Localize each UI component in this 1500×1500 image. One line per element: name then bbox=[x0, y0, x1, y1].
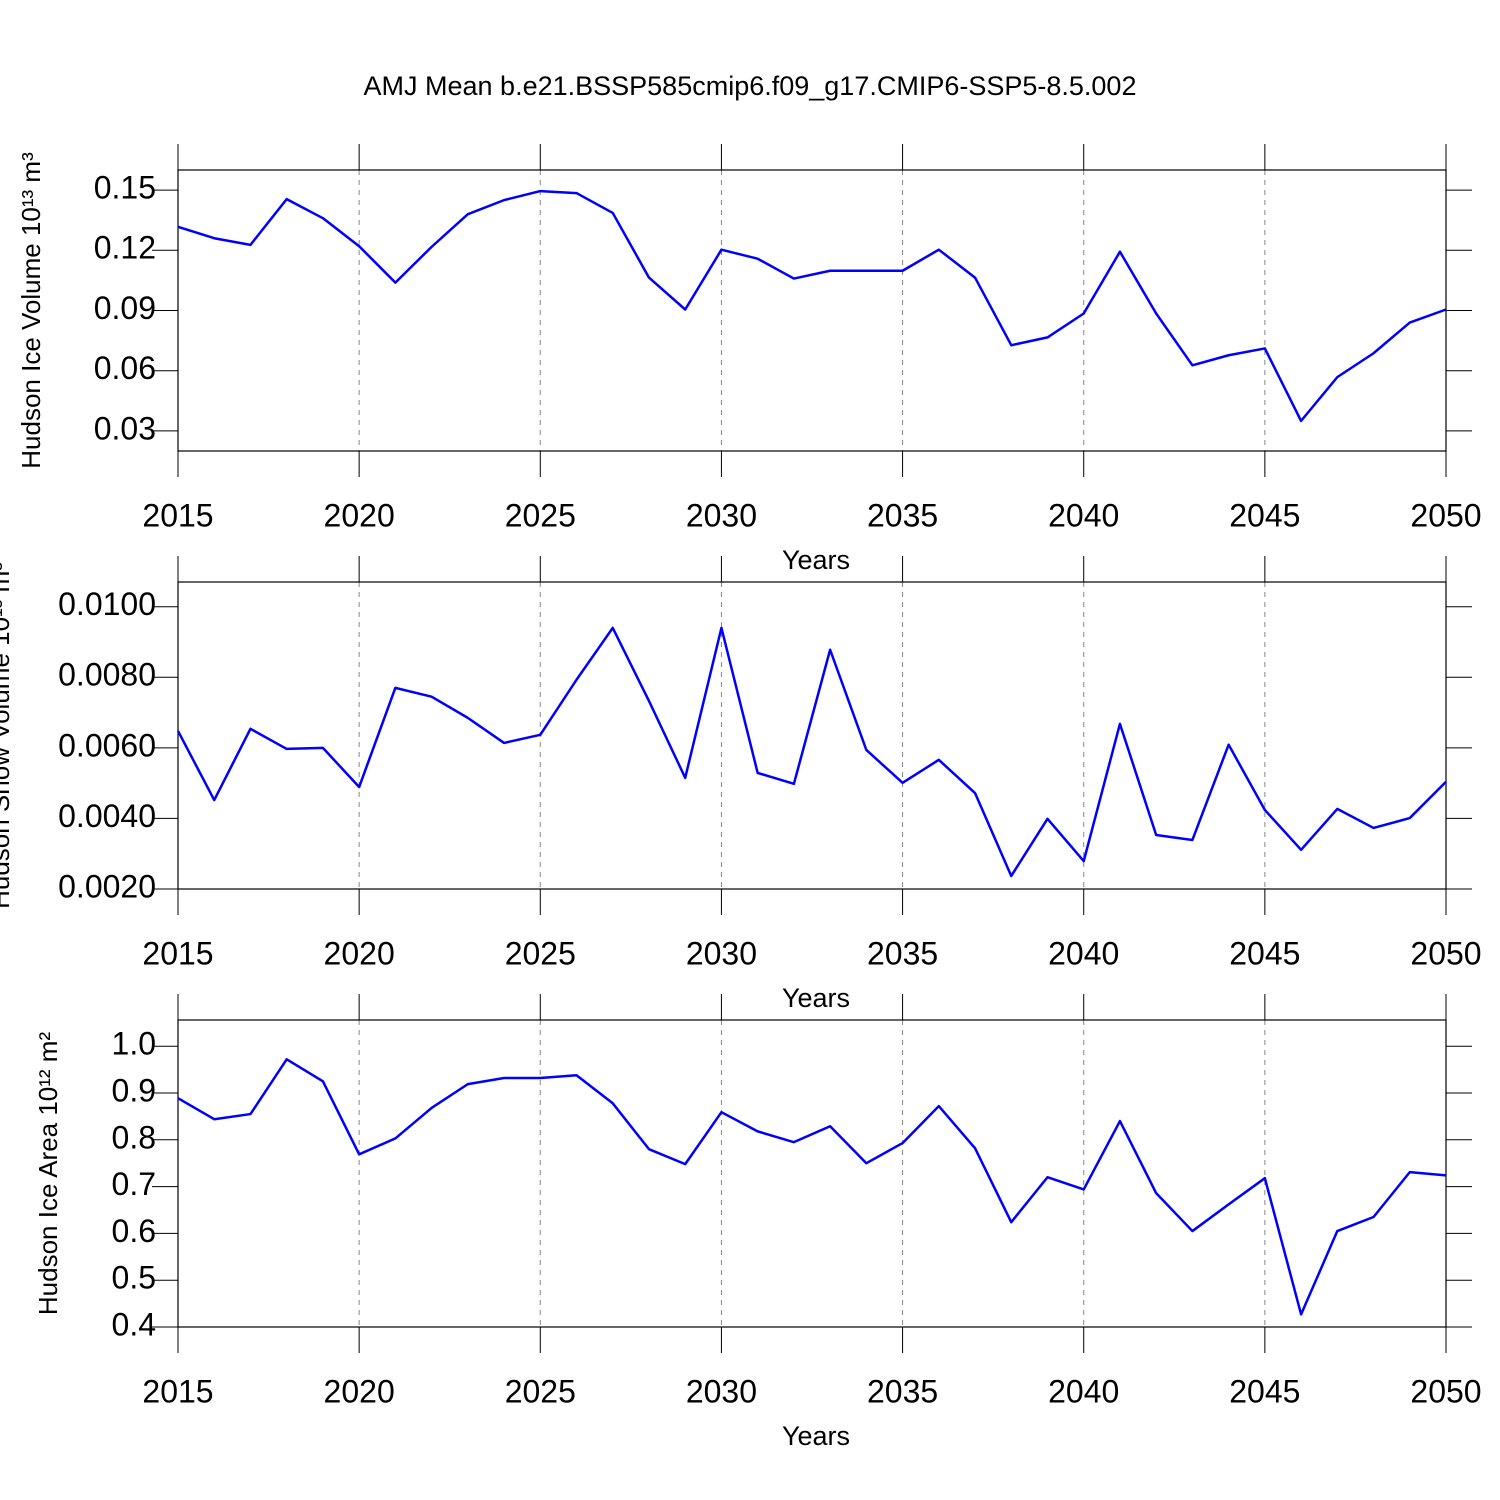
plot-frame bbox=[177, 581, 1447, 890]
y-axis-label: Hudson Ice Area 10¹² m² bbox=[33, 1032, 63, 1316]
y-tick-label: 0.7 bbox=[112, 1166, 156, 1202]
x-tick-label: 2020 bbox=[324, 1373, 395, 1409]
y-tick-label: 0.5 bbox=[112, 1260, 156, 1296]
data-line bbox=[177, 189, 1447, 423]
y-tick-label: 0.8 bbox=[112, 1119, 156, 1155]
y-tick-label: 0.0020 bbox=[58, 868, 156, 904]
x-tick-label: 2020 bbox=[324, 935, 395, 971]
x-tick-label: 2050 bbox=[1410, 935, 1481, 971]
x-tick-label: 2040 bbox=[1048, 935, 1119, 971]
y-tick-label: 0.9 bbox=[112, 1072, 156, 1108]
x-tick-label: 2030 bbox=[686, 935, 757, 971]
y-tick-label: 1.0 bbox=[112, 1026, 156, 1062]
x-tick-label: 2050 bbox=[1410, 497, 1481, 533]
y-axis-label: Hudson Ice Volume 10¹³ m³ bbox=[16, 152, 46, 469]
y-tick-label: 0.0040 bbox=[58, 798, 156, 834]
x-tick-label: 2025 bbox=[505, 497, 576, 533]
x-tick-label: 2045 bbox=[1229, 1373, 1300, 1409]
x-tick-label: 2045 bbox=[1229, 497, 1300, 533]
x-tick-label: 2030 bbox=[686, 497, 757, 533]
x-tick-label: 2025 bbox=[505, 935, 576, 971]
y-tick-label: 0.4 bbox=[112, 1306, 156, 1342]
x-axis-label: Years bbox=[782, 983, 850, 1013]
y-tick-label: 0.03 bbox=[94, 410, 156, 446]
chart-title: AMJ Mean b.e21.BSSP585cmip6.f09_g17.CMIP… bbox=[364, 71, 1137, 101]
x-tick-label: 2035 bbox=[867, 935, 938, 971]
x-tick-label: 2035 bbox=[867, 497, 938, 533]
plot-frame bbox=[177, 1019, 1447, 1328]
x-tick-label: 2040 bbox=[1048, 497, 1119, 533]
x-tick-label: 2040 bbox=[1048, 1373, 1119, 1409]
data-line bbox=[176, 626, 1447, 878]
x-tick-label: 2015 bbox=[142, 497, 213, 533]
x-tick-label: 2045 bbox=[1229, 935, 1300, 971]
y-tick-label: 0.0100 bbox=[58, 586, 156, 622]
x-tick-label: 2015 bbox=[142, 935, 213, 971]
y-tick-label: 0.09 bbox=[94, 290, 156, 326]
x-tick-label: 2020 bbox=[324, 497, 395, 533]
x-tick-label: 2015 bbox=[142, 1373, 213, 1409]
y-tick-label: 0.15 bbox=[94, 170, 156, 206]
y-axis-label: Hudson Snow Volume 10¹³ m³ bbox=[0, 562, 15, 909]
x-axis-label: Years bbox=[782, 1421, 850, 1451]
y-tick-label: 0.0080 bbox=[58, 657, 156, 693]
x-tick-label: 2050 bbox=[1410, 1373, 1481, 1409]
x-tick-label: 2025 bbox=[505, 1373, 576, 1409]
plot-frame bbox=[177, 169, 1447, 452]
y-tick-label: 0.6 bbox=[112, 1213, 156, 1249]
y-tick-label: 0.0060 bbox=[58, 727, 156, 763]
data-line bbox=[177, 1058, 1447, 1316]
y-tick-label: 0.06 bbox=[94, 350, 156, 386]
x-tick-label: 2030 bbox=[686, 1373, 757, 1409]
y-tick-label: 0.12 bbox=[94, 230, 156, 266]
x-axis-label: Years bbox=[782, 545, 850, 575]
x-tick-label: 2035 bbox=[867, 1373, 938, 1409]
